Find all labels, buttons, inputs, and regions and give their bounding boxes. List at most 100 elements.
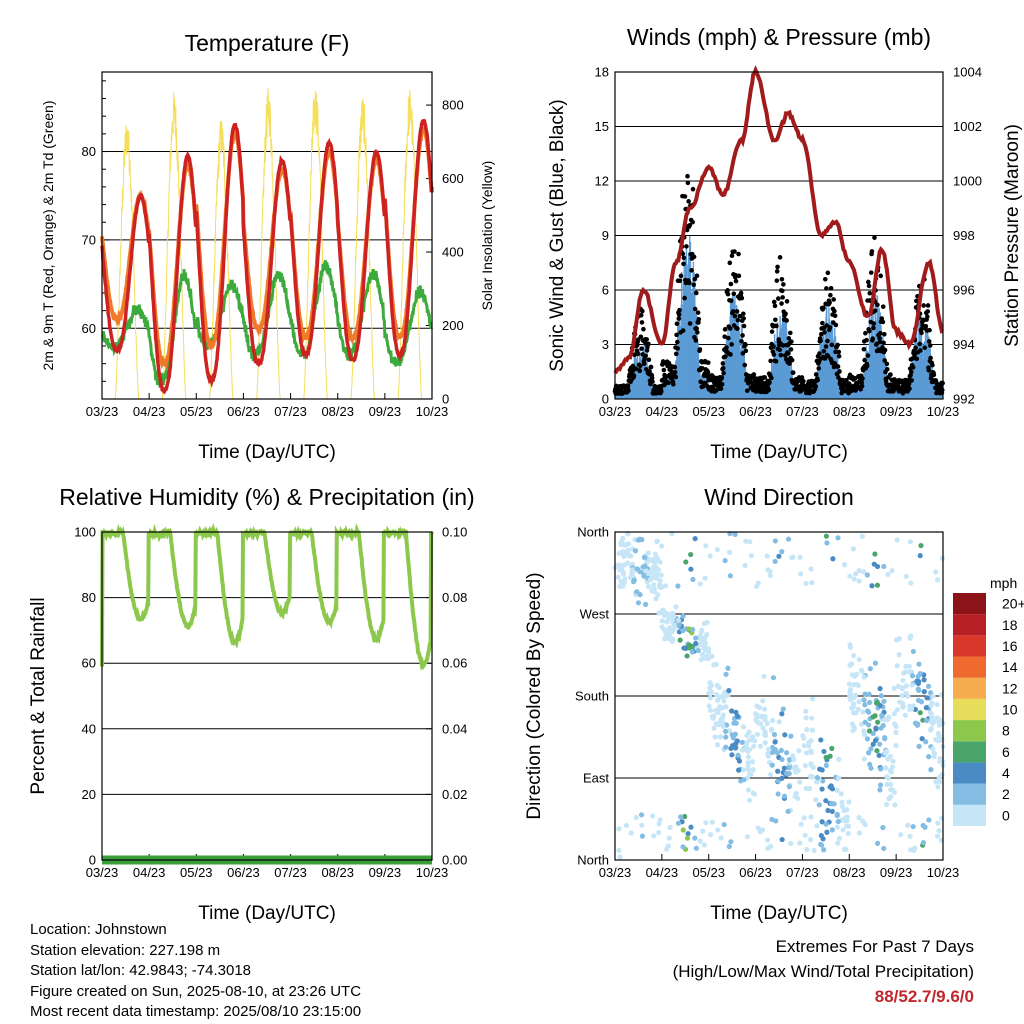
gust-point [817, 351, 822, 356]
gust-point [703, 380, 708, 386]
wind-direction-point [745, 787, 752, 793]
wind-direction-point [839, 803, 845, 810]
wind-direction-point [635, 600, 642, 606]
gust-point [884, 361, 890, 367]
wind-direction-point [765, 746, 772, 752]
wind-direction-point [772, 739, 778, 745]
gust-point [783, 311, 788, 317]
wind-direction-point [616, 826, 622, 832]
wind-direction-point [835, 840, 841, 846]
wind-direction-point [928, 711, 934, 717]
wind-direction-point [814, 774, 821, 781]
wind_direction-xtick-label: 08/23 [833, 865, 866, 880]
wind-direction-point [634, 589, 640, 595]
wind_direction-xtick-label: 06/23 [739, 865, 772, 880]
wind-direction-point [693, 635, 699, 641]
wind-direction-point [714, 742, 721, 748]
wind-direction-point [933, 569, 939, 575]
gust-point [925, 309, 930, 314]
gust-point [833, 322, 839, 328]
wind-direction-point [887, 753, 893, 759]
gust-point [680, 328, 686, 333]
winds-ytick-right-label: 996 [953, 283, 975, 298]
wind-direction-point [849, 721, 856, 727]
wind-direction-point [916, 687, 922, 693]
gust-point [743, 342, 748, 348]
wind-direction-point [796, 748, 802, 754]
wind-direction-point [786, 784, 792, 790]
gust-point [768, 358, 773, 364]
gust-point [633, 366, 639, 372]
wind-direction-point [868, 746, 874, 752]
wind-direction-point [856, 656, 862, 663]
gust-point [919, 330, 924, 336]
gust-point [832, 313, 838, 319]
gust-point [926, 368, 932, 373]
wind-direction-point [821, 748, 827, 755]
wind-direction-point [714, 697, 721, 703]
wind-direction-point [830, 556, 836, 562]
gust-point [759, 378, 764, 384]
gust-point [844, 377, 849, 383]
gust-point [927, 343, 933, 348]
gust-point [722, 334, 727, 339]
winds-ylabel-right: Station Pressure (Maroon) [1002, 124, 1023, 347]
wind-direction-point [902, 712, 908, 718]
wind-direction-point [887, 781, 894, 787]
wind-direction-point [725, 665, 731, 671]
wind-direction-point [697, 581, 703, 587]
wind-direction-point [807, 837, 814, 843]
wind-direction-point [726, 549, 733, 555]
wind-direction-point [813, 797, 819, 803]
wind-direction-point [775, 778, 781, 784]
gust-point [644, 337, 650, 342]
wind-direction-point [786, 765, 792, 771]
gust-point [906, 381, 912, 387]
wind-direction-point [688, 824, 694, 830]
wind-direction-point [656, 821, 662, 827]
wind-direction-point [638, 812, 645, 818]
gust-point [687, 280, 692, 286]
wind-direction-point [823, 821, 829, 827]
wind-direction-point [726, 688, 732, 694]
wind-direction-point [920, 840, 927, 846]
wind-direction-point [924, 695, 930, 701]
gust-point [872, 308, 878, 313]
wind-direction-point [894, 663, 900, 669]
wind-direction-point [801, 743, 807, 749]
wind-direction-point [681, 645, 687, 651]
wind-direction-point [888, 787, 894, 793]
wind-direction-point [785, 536, 792, 542]
wind-direction-point [713, 721, 719, 727]
wind-direction-point [641, 573, 647, 579]
temperature-ytick-right-label: 800 [442, 98, 464, 113]
wind-direction-point [829, 808, 835, 815]
wind-direction-point [746, 797, 753, 803]
wind-direction-point [907, 833, 913, 839]
gust-point [922, 345, 928, 350]
gust-point [720, 361, 726, 366]
wind-direction-point [635, 537, 641, 543]
humidity-ytick-label: 40 [82, 721, 96, 736]
wind-direction-point [814, 823, 820, 829]
wind-direction-point [802, 762, 808, 769]
wind-direction-point [851, 682, 857, 688]
wind-direction-point [709, 819, 715, 825]
wind-direction-point [772, 538, 778, 544]
station-latlon: Station lat/lon: 42.9843; -74.3018 [30, 962, 252, 979]
wind-direction-point [870, 741, 876, 747]
wind-direction-point [746, 771, 753, 777]
figure-created: Figure created on Sun, 2025-08-10, at 23… [30, 982, 362, 1000]
gust-point [728, 298, 734, 304]
gust-point [637, 363, 643, 369]
colorbar-swatch [953, 804, 986, 826]
wind-direction-point [695, 647, 701, 654]
wind-direction-point [839, 799, 845, 805]
wind-direction-point [885, 775, 891, 781]
wind-direction-point [779, 756, 785, 763]
wind-direction-point [711, 725, 717, 731]
wind-direction-point [772, 746, 778, 753]
wind-direction-point [787, 757, 793, 763]
wind-direction-point [621, 579, 627, 586]
gust-point [877, 336, 882, 341]
